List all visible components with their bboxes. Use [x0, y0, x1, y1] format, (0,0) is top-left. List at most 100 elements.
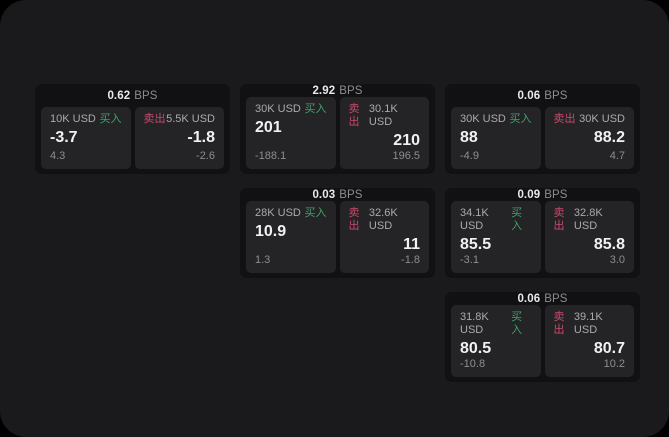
sell-price: 210	[393, 132, 420, 149]
buy-button[interactable]: 买入	[99, 113, 122, 125]
buy-panel-top: 10K USD 买入	[50, 113, 122, 126]
buy-quote-panel[interactable]: 34.1K USD 买入 85.5 -3.1	[451, 201, 541, 273]
card-header: 0.06 BPS	[445, 84, 640, 107]
sell-panel-top: 卖出 30.1K USD	[349, 103, 421, 129]
sell-price: 80.7	[593, 340, 625, 357]
buy-panel-top: 30K USD 买入	[460, 113, 532, 126]
sell-button[interactable]: 卖出	[143, 113, 166, 125]
buy-panel-top: 30K USD 买入	[255, 103, 327, 116]
sell-panel-top: 卖出 30K USD	[554, 113, 626, 126]
bps-label: BPS	[544, 188, 568, 201]
card-header: 2.92 BPS	[240, 84, 435, 97]
sell-panel-top: 卖出 5.5K USD	[144, 113, 216, 126]
buy-panel-top: 34.1K USD 买入	[460, 207, 532, 233]
card-body: 34.1K USD 买入 85.5 -3.1 卖出 32.8K USD 85.8…	[445, 201, 640, 278]
card-body: 10K USD 买入 -3.7 4.3 卖出 5.5K USD -1.8 -2.…	[35, 107, 230, 174]
buy-delta: -3.1	[460, 254, 479, 266]
buy-panel-top: 31.8K USD 买入	[460, 311, 532, 337]
quote-card-6: 0.06 BPS 31.8K USD 买入 80.5 -10.8 卖出 39.1…	[445, 292, 640, 382]
bps-label: BPS	[339, 188, 363, 201]
buy-amount: 34.1K USD	[460, 207, 489, 232]
buy-quote-panel[interactable]: 30K USD 买入 201 -188.1	[246, 97, 336, 169]
quote-card-4: 0.03 BPS 28K USD 买入 10.9 1.3 卖出 32.6K US…	[240, 188, 435, 278]
buy-delta: -188.1	[255, 150, 287, 162]
card-body: 31.8K USD 买入 80.5 -10.8 卖出 39.1K USD 80.…	[445, 305, 640, 382]
buy-button[interactable]: 买入	[304, 103, 327, 115]
card-header: 0.09 BPS	[445, 188, 640, 201]
bps-value: 0.06	[517, 292, 541, 305]
sell-price: 85.8	[593, 236, 625, 253]
sell-price: 88.2	[593, 129, 625, 146]
buy-amount: 30K USD	[255, 103, 301, 115]
buy-delta: 4.3	[50, 150, 66, 162]
sell-button[interactable]: 卖出	[553, 311, 565, 336]
card-header: 0.62 BPS	[35, 84, 230, 107]
buy-button[interactable]: 买入	[511, 311, 523, 336]
sell-delta: 3.0	[609, 254, 625, 266]
sell-button[interactable]: 卖出	[348, 207, 360, 232]
buy-delta: -4.9	[460, 150, 479, 162]
sell-amount: 30K USD	[579, 113, 625, 125]
sell-panel-top: 卖出 32.6K USD	[349, 207, 421, 233]
sell-button[interactable]: 卖出	[348, 103, 360, 128]
buy-quote-panel[interactable]: 30K USD 买入 88 -4.9	[451, 107, 541, 169]
sell-panel-top: 卖出 39.1K USD	[554, 311, 626, 337]
sell-delta: -2.6	[196, 150, 215, 162]
buy-price: -3.7	[50, 129, 78, 146]
sell-quote-panel[interactable]: 卖出 32.8K USD 85.8 3.0	[544, 201, 634, 273]
sell-delta: -1.8	[401, 254, 420, 266]
buy-amount: 10K USD	[50, 113, 96, 125]
buy-price: 201	[255, 119, 282, 136]
bps-value: 2.92	[312, 84, 336, 97]
sell-quote-panel[interactable]: 卖出 30.1K USD 210 196.5	[339, 97, 429, 169]
quote-card-2: 2.92 BPS 30K USD 买入 201 -188.1 卖出 30.1K …	[240, 84, 435, 174]
sell-delta: 4.7	[609, 150, 625, 162]
card-body: 30K USD 买入 88 -4.9 卖出 30K USD 88.2 4.7	[445, 107, 640, 174]
card-header: 0.03 BPS	[240, 188, 435, 201]
sell-quote-panel[interactable]: 卖出 39.1K USD 80.7 10.2	[544, 305, 634, 377]
sell-quote-panel[interactable]: 卖出 5.5K USD -1.8 -2.6	[134, 107, 224, 169]
sell-price: -1.8	[187, 129, 215, 146]
sell-button[interactable]: 卖出	[553, 113, 576, 125]
buy-amount: 28K USD	[255, 207, 301, 219]
buy-panel-top: 28K USD 买入	[255, 207, 327, 220]
buy-price: 80.5	[460, 340, 492, 357]
bps-value: 0.06	[517, 89, 541, 102]
quote-card-3: 0.06 BPS 30K USD 买入 88 -4.9 卖出 30K USD 8…	[445, 84, 640, 174]
sell-quote-panel[interactable]: 卖出 32.6K USD 11 -1.8	[339, 201, 429, 273]
bps-label: BPS	[339, 84, 363, 97]
sell-amount: 32.6K USD	[368, 207, 398, 232]
card-body: 30K USD 买入 201 -188.1 卖出 30.1K USD 210 1…	[240, 97, 435, 174]
buy-quote-panel[interactable]: 28K USD 买入 10.9 1.3	[246, 201, 336, 273]
buy-button[interactable]: 买入	[511, 207, 523, 232]
sell-panel-top: 卖出 32.8K USD	[554, 207, 626, 233]
sell-delta: 10.2	[603, 358, 625, 370]
buy-quote-panel[interactable]: 10K USD 买入 -3.7 4.3	[41, 107, 131, 169]
buy-amount: 31.8K USD	[460, 311, 489, 336]
sell-amount: 32.8K USD	[573, 207, 603, 232]
card-header: 0.06 BPS	[445, 292, 640, 305]
buy-price: 85.5	[460, 236, 492, 253]
sell-price: 11	[403, 236, 420, 253]
sell-delta: 196.5	[392, 150, 420, 162]
card-body: 28K USD 买入 10.9 1.3 卖出 32.6K USD 11 -1.8	[240, 201, 435, 278]
buy-amount: 30K USD	[460, 113, 506, 125]
sell-amount: 30.1K USD	[368, 103, 398, 128]
buy-button[interactable]: 买入	[304, 207, 327, 219]
buy-price: 88	[460, 129, 478, 146]
bps-value: 0.03	[312, 188, 336, 201]
sell-quote-panel[interactable]: 卖出 30K USD 88.2 4.7	[544, 107, 634, 169]
bps-value: 0.62	[107, 89, 131, 102]
quote-card-5: 0.09 BPS 34.1K USD 买入 85.5 -3.1 卖出 32.8K…	[445, 188, 640, 278]
bps-label: BPS	[544, 292, 568, 305]
bps-value: 0.09	[517, 188, 541, 201]
quote-card-1: 0.62 BPS 10K USD 买入 -3.7 4.3 卖出 5.5K USD…	[35, 84, 230, 174]
sell-amount: 39.1K USD	[573, 311, 603, 336]
sell-button[interactable]: 卖出	[553, 207, 565, 232]
buy-button[interactable]: 买入	[509, 113, 532, 125]
bps-label: BPS	[544, 89, 568, 102]
buy-quote-panel[interactable]: 31.8K USD 买入 80.5 -10.8	[451, 305, 541, 377]
buy-delta: -10.8	[460, 358, 486, 370]
sell-amount: 5.5K USD	[166, 113, 215, 125]
